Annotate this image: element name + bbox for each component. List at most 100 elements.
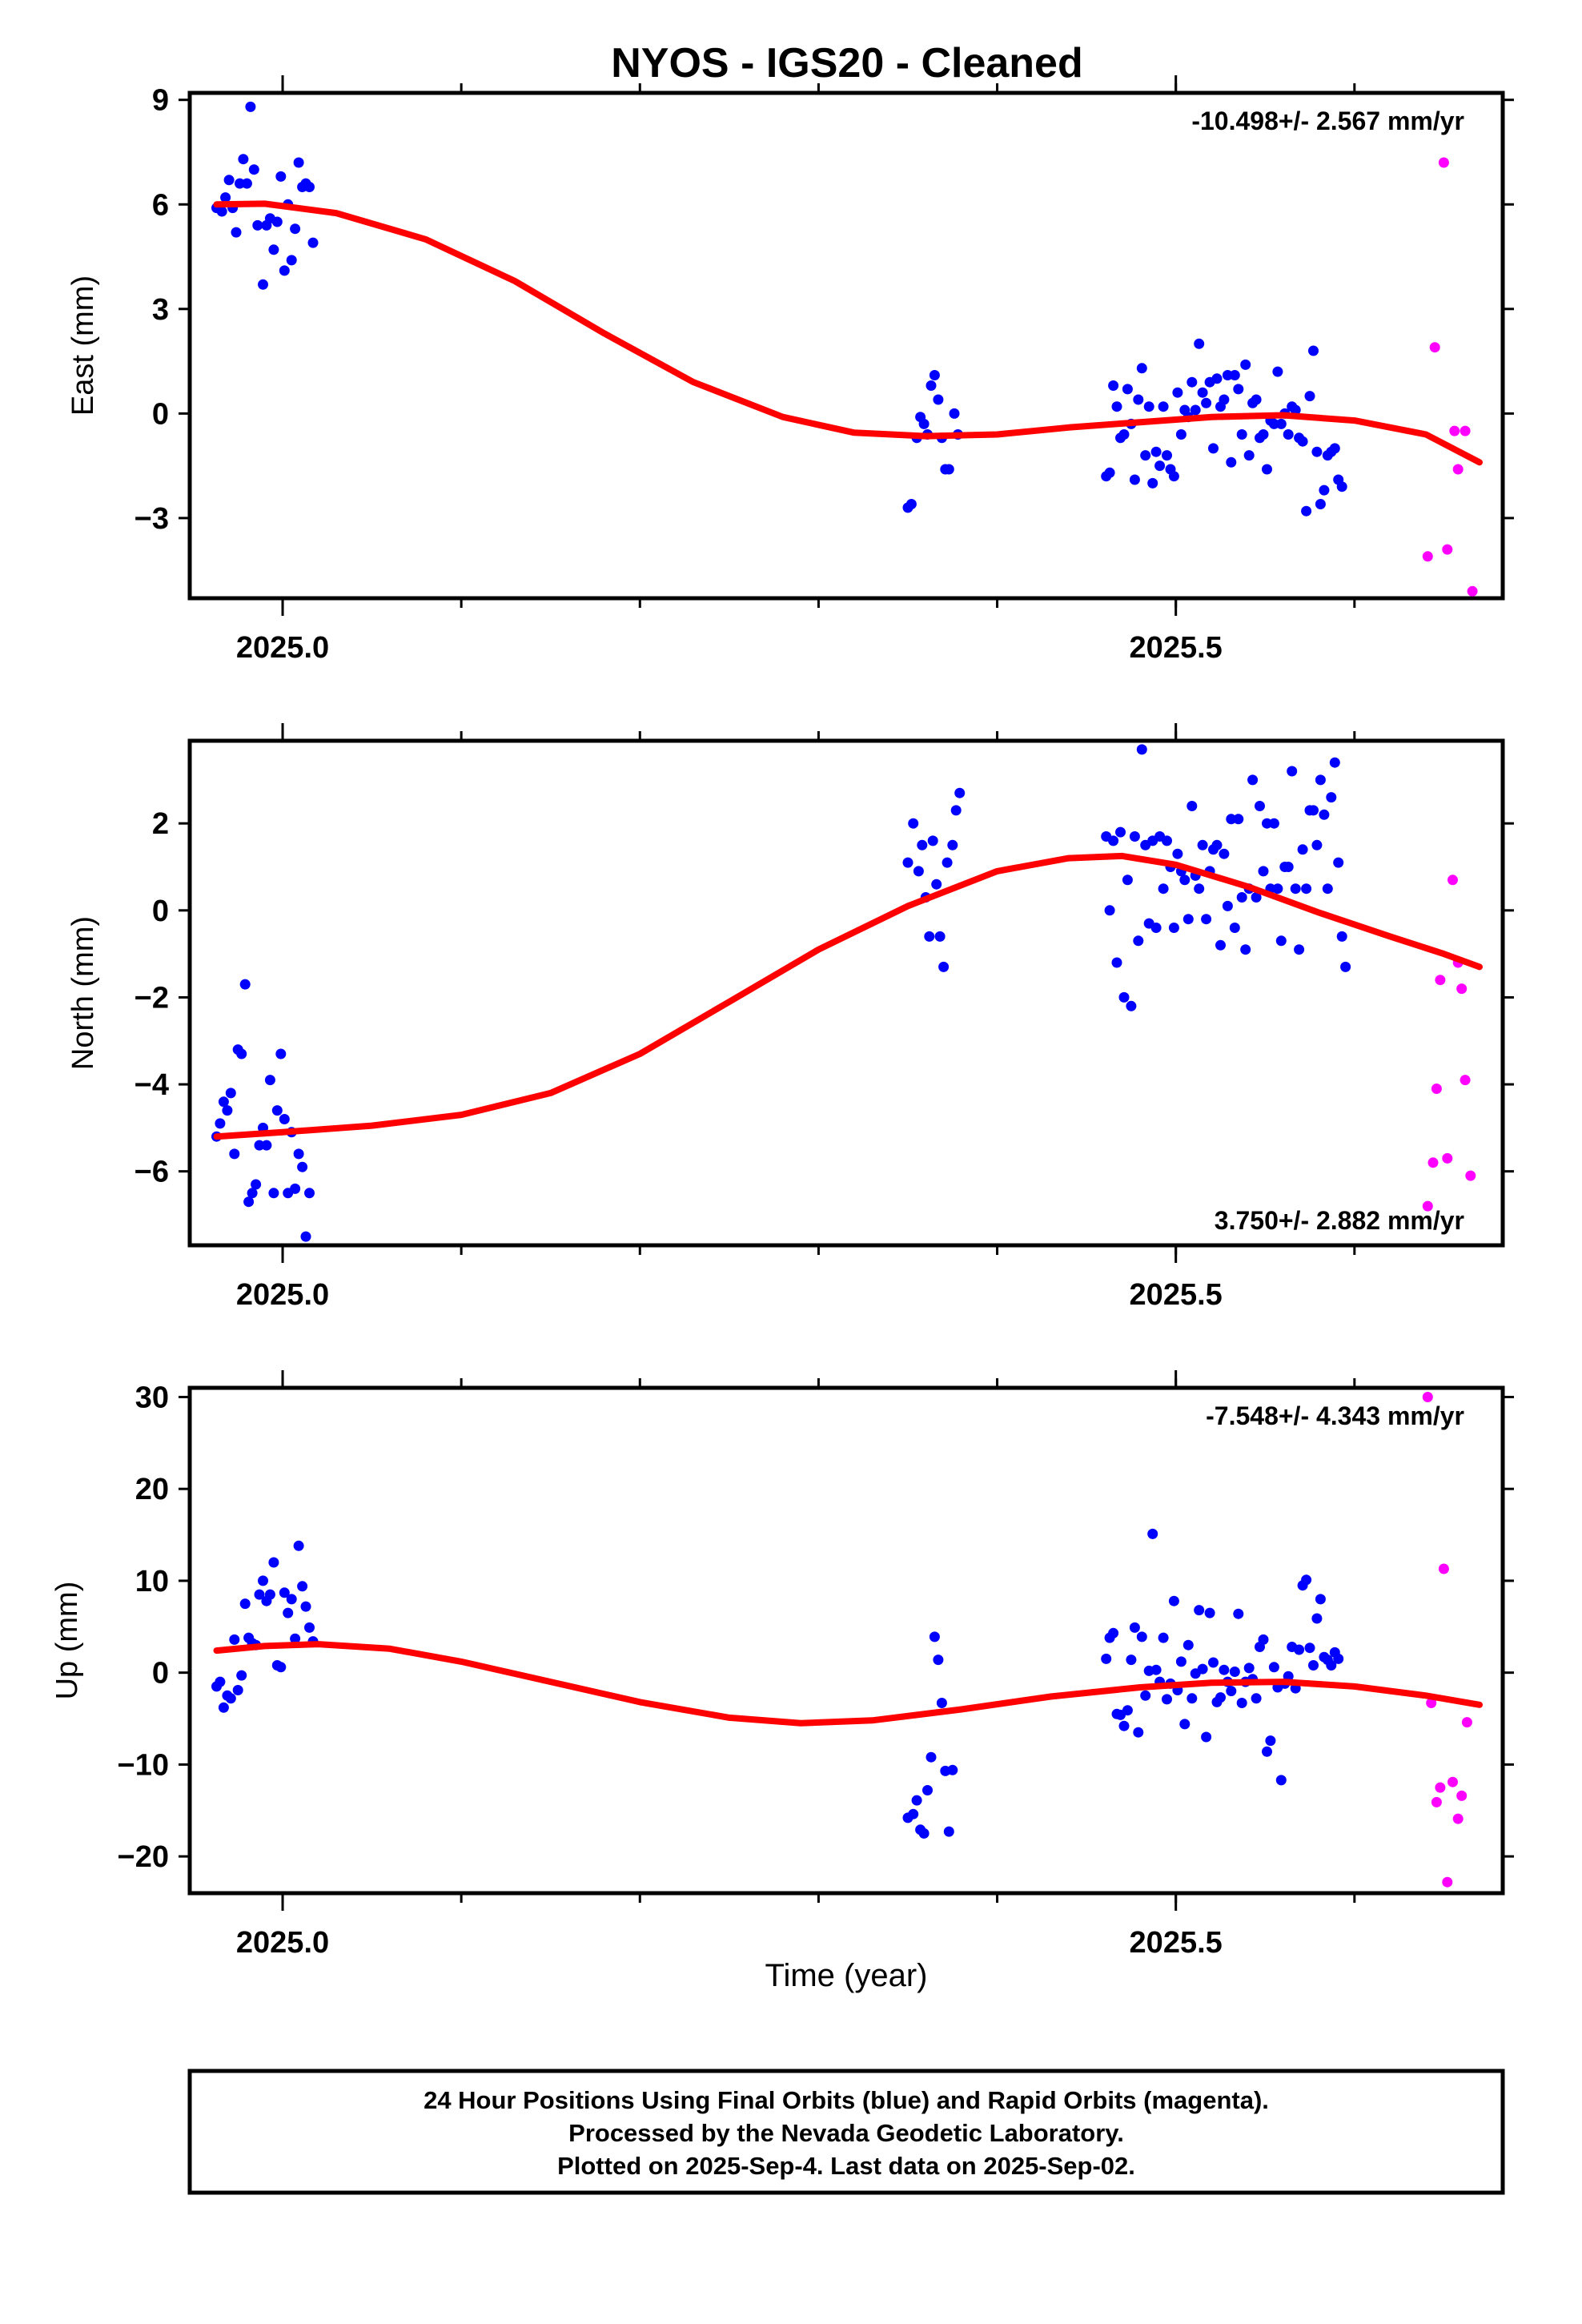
final-orbit-point <box>1275 418 1287 429</box>
final-orbit-point <box>279 265 290 276</box>
plot-area <box>211 101 1483 597</box>
x-tick-label: 2025.5 <box>1130 1926 1223 1960</box>
final-orbit-point <box>1201 1731 1212 1743</box>
north-panel: −6 −4 −2 0 2 2025.0 2025.5 North (mm) 3.750+/- 2… <box>66 723 1514 1312</box>
y-tick-label: −6 <box>135 1156 169 1189</box>
final-orbit-point <box>1258 866 1269 877</box>
final-orbit-point <box>290 223 301 235</box>
final-orbit-point <box>1311 1613 1323 1624</box>
final-orbit-point <box>300 1231 311 1242</box>
rapid-orbit-point <box>1431 1796 1442 1807</box>
final-orbit-point <box>290 1183 301 1194</box>
final-orbit-point <box>1147 477 1158 489</box>
final-orbit-point <box>954 787 966 798</box>
final-orbit-point <box>1197 839 1208 850</box>
plot-area <box>211 1392 1483 1888</box>
final-orbit-point <box>1233 384 1244 395</box>
final-orbit-point <box>1283 862 1294 872</box>
final-orbit-point <box>1150 923 1162 933</box>
final-orbit-point <box>297 1581 308 1592</box>
final-orbit-point <box>1186 376 1198 388</box>
final-orbit-point <box>1215 1692 1226 1703</box>
final-orbit-point <box>297 1161 308 1172</box>
final-orbit-point <box>1108 835 1119 846</box>
footer-box: 24 Hour Positions Using Final Orbits (bl… <box>187 2069 1505 2195</box>
final-orbit-point <box>1140 450 1151 461</box>
final-orbit-point <box>1236 429 1247 440</box>
final-orbit-point <box>908 818 919 829</box>
final-orbit-point <box>927 835 938 846</box>
final-orbit-point <box>1201 397 1212 408</box>
final-orbit-point <box>1136 1631 1147 1642</box>
final-orbit-point <box>1172 387 1183 398</box>
final-orbit-point <box>1215 939 1226 951</box>
rapid-orbit-point <box>1442 1876 1453 1888</box>
y-tick-label: −4 <box>135 1068 169 1102</box>
final-orbit-point <box>304 1622 315 1633</box>
footer-line-2: Processed by the Nevada Geodetic Laborat… <box>568 2119 1124 2147</box>
final-orbit-point <box>1172 848 1183 859</box>
final-orbit-point <box>942 857 953 868</box>
final-orbit-point <box>229 1148 240 1160</box>
final-orbit-point <box>1182 914 1194 925</box>
final-orbit-point <box>304 182 315 192</box>
final-orbit-point <box>251 1179 262 1190</box>
final-orbit-point <box>1197 387 1208 398</box>
final-orbit-point <box>1129 831 1140 842</box>
y-tick-label: 0 <box>152 1657 169 1691</box>
final-orbit-point <box>929 370 940 380</box>
x-tick-label: 2025.5 <box>1130 1278 1223 1312</box>
final-orbit-point <box>1126 1655 1137 1666</box>
final-orbit-point <box>254 1140 265 1151</box>
footer-line-1: 24 Hour Positions Using Final Orbits (bl… <box>424 2086 1269 2114</box>
y-axis-label: Up (mm) <box>50 1582 84 1700</box>
final-orbit-point <box>275 1048 287 1059</box>
rapid-orbit-point <box>1426 1698 1437 1708</box>
final-orbit-point <box>1122 875 1133 886</box>
final-orbit-point <box>279 1587 290 1598</box>
final-orbit-point <box>225 1088 236 1099</box>
final-orbit-point <box>293 1148 304 1160</box>
final-orbit-point <box>947 1764 958 1775</box>
final-orbit-point <box>1182 1639 1194 1651</box>
fit-line <box>213 200 1483 466</box>
final-orbit-point <box>918 418 930 429</box>
final-orbit-point <box>1133 935 1144 947</box>
final-orbit-point <box>1179 875 1191 886</box>
final-orbit-point <box>279 1114 290 1124</box>
final-orbit-point <box>1229 923 1240 933</box>
final-orbit-point <box>1329 443 1340 454</box>
final-orbit-point <box>215 1676 226 1687</box>
final-orbit-point <box>1294 1644 1305 1655</box>
final-orbit-point <box>239 1598 251 1610</box>
final-orbit-point <box>1118 429 1130 440</box>
final-orbit-point <box>949 408 960 419</box>
y-axis-label: East (mm) <box>66 275 100 416</box>
final-orbit-point <box>1162 450 1172 461</box>
fit-line <box>213 1641 1483 1727</box>
final-orbit-point <box>293 1540 304 1551</box>
final-orbit-point <box>236 1670 247 1681</box>
final-orbit-point <box>905 499 917 509</box>
final-orbit-point <box>1204 1607 1215 1618</box>
final-orbit-point <box>1319 485 1330 496</box>
final-orbit-point <box>268 1557 279 1568</box>
final-orbit-point <box>241 178 252 189</box>
final-orbit-point <box>1147 1528 1158 1539</box>
final-orbit-point <box>268 244 279 255</box>
final-orbit-point <box>1272 366 1283 377</box>
final-orbit-point <box>1258 429 1269 440</box>
final-orbit-point <box>1262 464 1272 475</box>
final-orbit-point <box>1236 892 1247 903</box>
plot-frame <box>187 738 1505 1248</box>
y-tick-label: 20 <box>135 1473 169 1506</box>
up-panel: −20 −10 0 10 20 30 2025.0 2025.5 Up (mm) Time (ye… <box>50 1370 1514 1993</box>
final-orbit-point <box>908 1808 919 1819</box>
final-orbit-point <box>1236 1698 1247 1708</box>
final-orbit-point <box>1211 839 1223 850</box>
final-orbit-point <box>1108 380 1119 391</box>
final-orbit-point <box>215 1118 226 1129</box>
final-orbit-point <box>1262 818 1272 829</box>
final-orbit-point <box>1175 1656 1186 1667</box>
final-orbit-point <box>1208 1657 1219 1668</box>
